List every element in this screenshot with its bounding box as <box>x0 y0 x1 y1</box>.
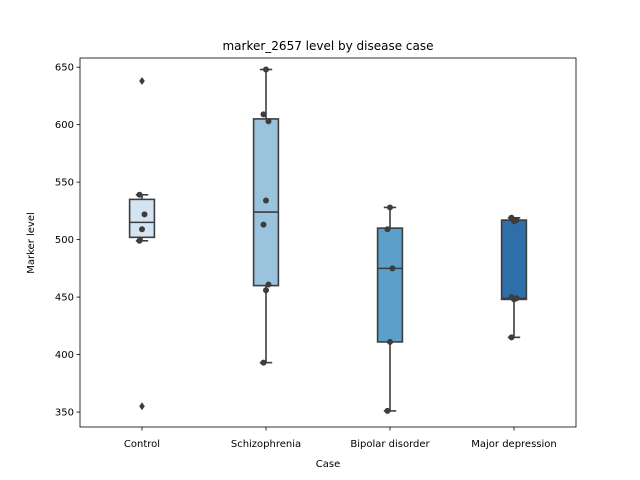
data-point <box>265 281 272 288</box>
x-tick-label: Control <box>124 439 160 450</box>
y-tick-label: 600 <box>55 120 74 131</box>
y-tick-label: 350 <box>55 408 74 419</box>
data-point <box>263 66 269 73</box>
data-point <box>136 191 143 198</box>
y-tick-label: 550 <box>55 178 74 189</box>
x-tick-label: Schizophrenia <box>231 439 301 450</box>
chart-title: marker_2657 level by disease case <box>222 39 433 53</box>
x-axis-label: Case <box>316 459 340 470</box>
data-point <box>265 118 272 125</box>
data-point <box>389 265 396 272</box>
data-point <box>263 197 269 204</box>
box-group-control <box>128 76 156 411</box>
x-tick-label: Major depression <box>471 439 557 450</box>
box-group-bipolar-disorder <box>376 206 404 412</box>
data-point <box>260 221 267 228</box>
box-iqr <box>376 227 404 343</box>
data-point <box>508 334 515 341</box>
data-point <box>513 295 520 302</box>
y-tick-label: 650 <box>55 63 74 74</box>
data-point <box>384 226 391 233</box>
y-tick-label: 400 <box>55 350 74 361</box>
data-point <box>387 338 393 345</box>
outlier-marker <box>139 76 145 85</box>
data-point <box>260 111 267 118</box>
outlier-marker <box>139 402 145 411</box>
data-point <box>263 287 269 294</box>
data-point <box>139 226 145 233</box>
data-point <box>136 237 143 244</box>
plot-frame <box>79 57 577 428</box>
y-tick-label: 500 <box>55 235 74 246</box>
data-point <box>384 407 391 414</box>
plot-area <box>128 66 528 414</box>
box-group-major-depression <box>500 216 528 339</box>
data-point <box>260 359 267 366</box>
data-point <box>513 217 520 224</box>
data-point <box>387 204 393 211</box>
y-axis-label: Marker level <box>26 212 37 274</box>
data-point <box>141 211 148 218</box>
box-iqr <box>500 219 528 301</box>
y-tick-label: 450 <box>55 293 74 304</box>
data-point <box>508 294 515 301</box>
data-point <box>508 214 515 221</box>
x-tick-label: Bipolar disorder <box>350 439 430 450</box>
